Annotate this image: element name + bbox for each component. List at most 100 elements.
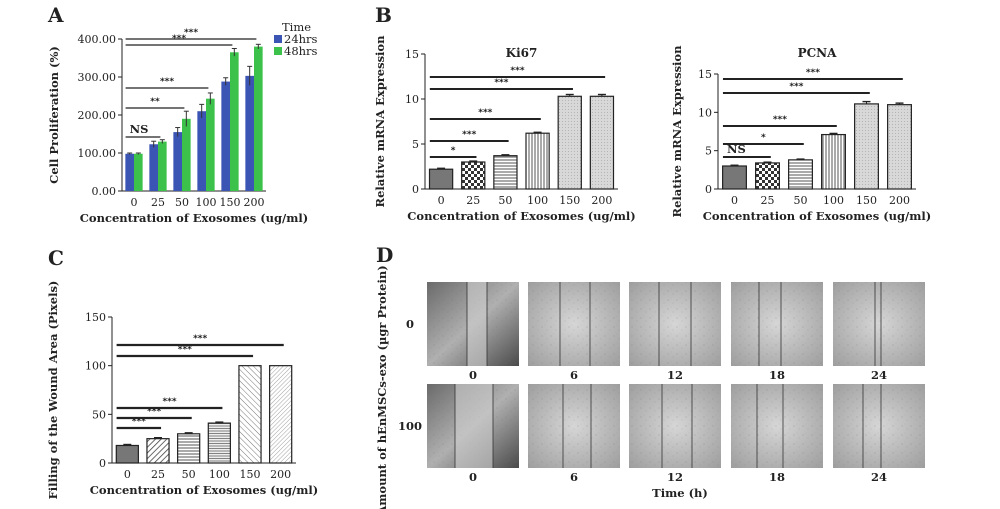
significance-label: *** [160, 77, 174, 87]
significance-label: *** [178, 345, 192, 355]
y-tick-label: 200.00 [78, 109, 117, 122]
x-axis-label: Concentration of Exosomes (ug/ml) [80, 211, 308, 225]
bar-48hrs-150 [230, 52, 239, 191]
significance-label: NS [130, 122, 149, 136]
time-label: 18 [769, 470, 785, 484]
x-tick-label: 100 [823, 194, 844, 207]
bar-25 [755, 162, 780, 190]
legend-entry-48hrs: 48hrs [284, 44, 318, 58]
x-axis-label: Concentration of Exosomes (ug/ml) [90, 483, 318, 497]
significance-label: *** [162, 397, 176, 407]
significance-label: *** [462, 130, 476, 140]
x-axis-label: Concentration of Exosomes (ug/ml) [703, 209, 931, 223]
chart-title: PCNA [798, 46, 838, 60]
bar-200 [887, 104, 912, 190]
y-tick-label: 10 [698, 106, 712, 119]
y-tick-label: 0 [412, 183, 419, 196]
panel-d-x-label: Time (h) [652, 486, 708, 500]
time-label: 0 [469, 470, 477, 484]
x-tick-label: 150 [856, 194, 877, 207]
legend-swatch-24hrs [274, 35, 282, 43]
x-tick-label: 100 [209, 468, 230, 481]
micrograph-100-6 [528, 384, 620, 468]
y-tick-label: 0 [705, 183, 712, 196]
x-tick-label: 200 [244, 196, 265, 209]
significance-label: *** [132, 417, 146, 427]
micrograph-100-24 [833, 384, 925, 468]
x-tick-label: 25 [466, 194, 480, 207]
y-axis-label: Relative mRNA Expression [373, 35, 387, 208]
wound-gap [455, 384, 493, 468]
x-tick-label: 150 [559, 194, 580, 207]
x-tick-label: 50 [498, 194, 512, 207]
significance-label: *** [184, 28, 198, 38]
time-label: 12 [667, 470, 683, 484]
bar-24hrs-25 [149, 144, 158, 191]
bar-0 [428, 168, 454, 190]
wound-healing-micrographs: 0 6 12 18 24 0 0 6 12 18 24 100 Time (h) Amount of hE… [375, 265, 925, 509]
y-tick-label: 0.00 [92, 185, 117, 198]
bar-48hrs-200 [254, 46, 263, 191]
time-label: 0 [469, 368, 477, 382]
significance-label: ** [150, 97, 160, 107]
micrograph-100-18 [731, 384, 823, 468]
time-label: 6 [570, 470, 578, 484]
micrograph-0-12 [629, 282, 721, 366]
y-tick-label: 100 [85, 360, 106, 373]
significance-label: *** [147, 407, 161, 417]
micrograph-texture [629, 282, 721, 366]
time-label: 18 [769, 368, 785, 382]
row-label: 0 [406, 317, 414, 331]
panel-letter-a: A [47, 3, 64, 27]
x-tick-label: 150 [240, 468, 261, 481]
x-tick-label: 100 [527, 194, 548, 207]
time-label: 12 [667, 368, 683, 382]
y-tick-label: 15 [405, 48, 419, 61]
micrograph-texture [731, 384, 823, 468]
y-tick-label: 100.00 [78, 147, 117, 160]
bar-25 [146, 438, 170, 464]
micrograph-0-24 [833, 282, 925, 366]
bar-0 [722, 165, 747, 190]
panel-d-y-label: Amount of hEnMSCs-exo (µgr Protein) [375, 265, 389, 509]
panel-letter-b: B [375, 3, 392, 27]
bar-0 [115, 444, 139, 464]
x-tick-label: 25 [151, 468, 165, 481]
y-axis-label: Relative mRNA Expression [670, 45, 684, 218]
x-tick-label: 25 [761, 194, 775, 207]
micrograph-texture [833, 282, 925, 366]
x-tick-label: 0 [438, 194, 445, 207]
significance-label: *** [806, 68, 820, 78]
bar-25 [461, 161, 486, 190]
bar-200 [589, 95, 615, 190]
x-tick-label: 50 [175, 196, 189, 209]
x-tick-label: 50 [182, 468, 196, 481]
significance-label: *** [789, 82, 803, 92]
y-tick-label: 50 [92, 408, 106, 421]
bar-48hrs-0 [134, 153, 143, 191]
micrograph-100-0 [427, 384, 519, 468]
bar-200 [269, 365, 293, 464]
bar-48hrs-50 [182, 118, 191, 191]
significance-label: *** [494, 78, 508, 88]
row-label: 100 [398, 419, 422, 433]
bar-24hrs-150 [221, 81, 230, 191]
y-tick-label: 15 [698, 68, 712, 81]
y-tick-label: 5 [705, 145, 712, 158]
time-label: 24 [871, 368, 887, 382]
bar-150 [854, 103, 879, 190]
bar-48hrs-100 [206, 98, 215, 191]
micrograph-0-6 [528, 282, 620, 366]
significance-label: *** [193, 334, 207, 344]
x-axis-label: Concentration of Exosomes (ug/ml) [407, 209, 635, 223]
x-tick-label: 0 [131, 196, 138, 209]
micrograph-texture [833, 384, 925, 468]
bar-50 [493, 155, 518, 190]
micrograph-texture [731, 282, 823, 366]
x-tick-label: 0 [731, 194, 738, 207]
legend-entry-24hrs: 24hrs [284, 32, 318, 46]
micrograph-100-12 [629, 384, 721, 468]
significance-label: NS [727, 142, 746, 156]
